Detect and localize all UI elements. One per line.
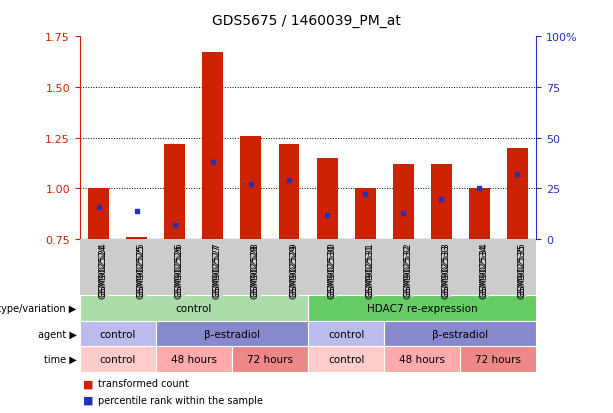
Text: time ▶: time ▶ xyxy=(44,354,77,364)
Bar xyxy=(431,165,452,240)
Text: agent ▶: agent ▶ xyxy=(38,329,77,339)
Text: control: control xyxy=(99,354,136,364)
Text: control: control xyxy=(328,354,364,364)
Text: ■: ■ xyxy=(83,395,93,405)
Text: GSM902527: GSM902527 xyxy=(213,242,222,296)
Text: GSM902530: GSM902530 xyxy=(327,244,336,299)
Text: GSM902534: GSM902534 xyxy=(479,244,489,298)
Text: GDS5675 / 1460039_PM_at: GDS5675 / 1460039_PM_at xyxy=(212,14,401,28)
Bar xyxy=(240,136,261,240)
Text: GSM902527: GSM902527 xyxy=(213,244,222,298)
Text: 72 hours: 72 hours xyxy=(475,354,521,364)
Text: GSM902535: GSM902535 xyxy=(517,244,527,299)
Text: control: control xyxy=(176,303,212,313)
Text: 48 hours: 48 hours xyxy=(399,354,445,364)
Text: β-estradiol: β-estradiol xyxy=(204,329,260,339)
Text: GSM902524: GSM902524 xyxy=(99,244,108,298)
Text: GSM902528: GSM902528 xyxy=(251,244,260,298)
Text: GSM902535: GSM902535 xyxy=(517,242,527,297)
Text: ■: ■ xyxy=(83,378,93,388)
Text: control: control xyxy=(99,329,136,339)
Bar xyxy=(316,159,338,240)
Text: GSM902529: GSM902529 xyxy=(289,242,298,296)
Text: genotype/variation ▶: genotype/variation ▶ xyxy=(0,303,77,313)
Text: GSM902529: GSM902529 xyxy=(289,244,298,298)
Text: GSM902528: GSM902528 xyxy=(251,242,260,296)
Text: GSM902532: GSM902532 xyxy=(403,242,412,296)
Text: GSM902524: GSM902524 xyxy=(99,242,108,296)
Bar xyxy=(88,189,109,240)
Bar xyxy=(126,237,147,240)
Text: HDAC7 re-expression: HDAC7 re-expression xyxy=(367,303,478,313)
Text: GSM902533: GSM902533 xyxy=(441,244,450,299)
Text: GSM902533: GSM902533 xyxy=(441,242,450,297)
Bar xyxy=(164,145,185,240)
Text: GSM902526: GSM902526 xyxy=(175,244,184,298)
Bar xyxy=(393,165,414,240)
Bar xyxy=(355,189,376,240)
Text: GSM902532: GSM902532 xyxy=(403,244,412,298)
Text: β-estradiol: β-estradiol xyxy=(432,329,489,339)
Text: GSM902530: GSM902530 xyxy=(327,242,336,297)
Text: GSM902534: GSM902534 xyxy=(479,242,489,296)
Text: GSM902531: GSM902531 xyxy=(365,244,374,299)
Text: 72 hours: 72 hours xyxy=(247,354,293,364)
Text: transformed count: transformed count xyxy=(98,378,189,388)
Bar xyxy=(507,149,528,240)
Bar xyxy=(202,53,223,240)
Bar xyxy=(469,189,490,240)
Text: GSM902526: GSM902526 xyxy=(175,242,184,296)
Text: 48 hours: 48 hours xyxy=(171,354,217,364)
Text: GSM902531: GSM902531 xyxy=(365,242,374,297)
Bar xyxy=(278,145,300,240)
Text: GSM902525: GSM902525 xyxy=(137,242,146,296)
Text: control: control xyxy=(328,329,364,339)
Text: GSM902525: GSM902525 xyxy=(137,244,146,298)
Text: percentile rank within the sample: percentile rank within the sample xyxy=(98,395,263,405)
